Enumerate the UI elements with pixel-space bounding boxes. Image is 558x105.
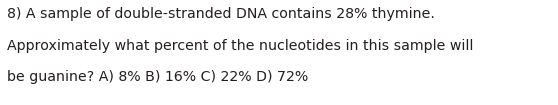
Text: 8) A sample of double-stranded DNA contains 28% thymine.: 8) A sample of double-stranded DNA conta… (7, 7, 435, 21)
Text: Approximately what percent of the nucleotides in this sample will: Approximately what percent of the nucleo… (7, 39, 473, 53)
Text: be guanine? A) 8% B) 16% C) 22% D) 72%: be guanine? A) 8% B) 16% C) 22% D) 72% (7, 70, 308, 84)
